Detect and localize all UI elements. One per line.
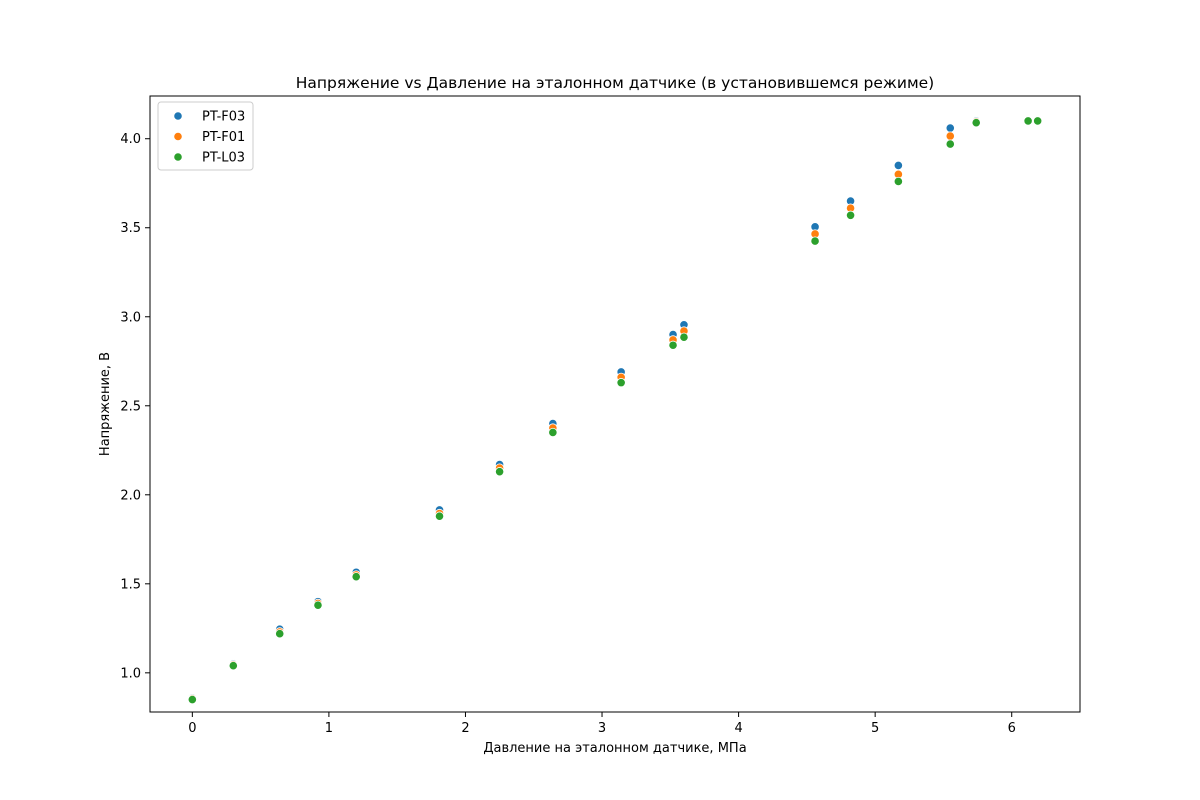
data-point — [945, 139, 955, 149]
data-point — [616, 378, 626, 388]
data-point — [971, 118, 981, 128]
data-point — [945, 131, 955, 141]
legend: PT-F03 PT-F01 PT-L03 — [157, 101, 254, 171]
x-tick-label: 6 — [1008, 721, 1016, 736]
x-tick-label: 2 — [461, 721, 469, 736]
data-point — [845, 210, 856, 220]
y-tick-label: 1.5 — [120, 577, 141, 592]
chart-title: Напряжение vs Давление на эталонном датч… — [296, 74, 934, 92]
y-tick-label: 4.0 — [120, 132, 141, 147]
y-tick-label: 2.5 — [120, 399, 141, 414]
x-tick-label: 0 — [188, 721, 196, 736]
x-tick-label: 4 — [734, 721, 742, 736]
legend-label: PT-F03 — [202, 110, 245, 125]
data-point — [187, 694, 197, 705]
data-point — [810, 236, 820, 246]
y-tick-label: 3.5 — [120, 221, 141, 236]
legend-marker — [173, 152, 183, 162]
legend-label: PT-L03 — [202, 151, 245, 166]
y-tick-label: 1.0 — [120, 666, 141, 681]
data-point — [1023, 116, 1033, 126]
data-point — [228, 661, 238, 671]
data-point — [679, 332, 689, 342]
legend-box — [157, 101, 254, 171]
data-point — [434, 511, 445, 521]
data-point — [945, 123, 955, 133]
y-axis-ticks: 1.0 1.5 2.0 2.5 3.0 3.5 4.0 — [120, 132, 150, 681]
data-point — [893, 160, 903, 171]
data-point — [893, 176, 903, 187]
y-tick-label: 3.0 — [120, 310, 141, 325]
data-point — [1033, 116, 1043, 126]
data-points — [187, 116, 1043, 705]
legend-marker — [173, 111, 183, 121]
x-tick-label: 5 — [871, 721, 879, 736]
y-tick-label: 2.0 — [120, 488, 141, 503]
legend-marker — [173, 131, 183, 142]
data-point — [668, 340, 678, 350]
y-axis-label: Напряжение, В — [98, 352, 113, 456]
data-point — [351, 572, 361, 582]
x-axis-ticks: 0 1 2 3 4 5 6 — [188, 712, 1016, 736]
data-point — [313, 600, 323, 610]
series-pt-l03 — [187, 116, 1043, 705]
data-point — [495, 467, 505, 477]
x-tick-label: 1 — [325, 721, 333, 736]
legend-label: PT-F01 — [202, 130, 245, 145]
plot-frame — [149, 95, 1081, 713]
x-axis-label: Давление на эталонном датчике, МПа — [483, 741, 746, 756]
data-point — [548, 427, 558, 438]
x-tick-label: 3 — [598, 721, 606, 736]
data-point — [275, 629, 285, 639]
